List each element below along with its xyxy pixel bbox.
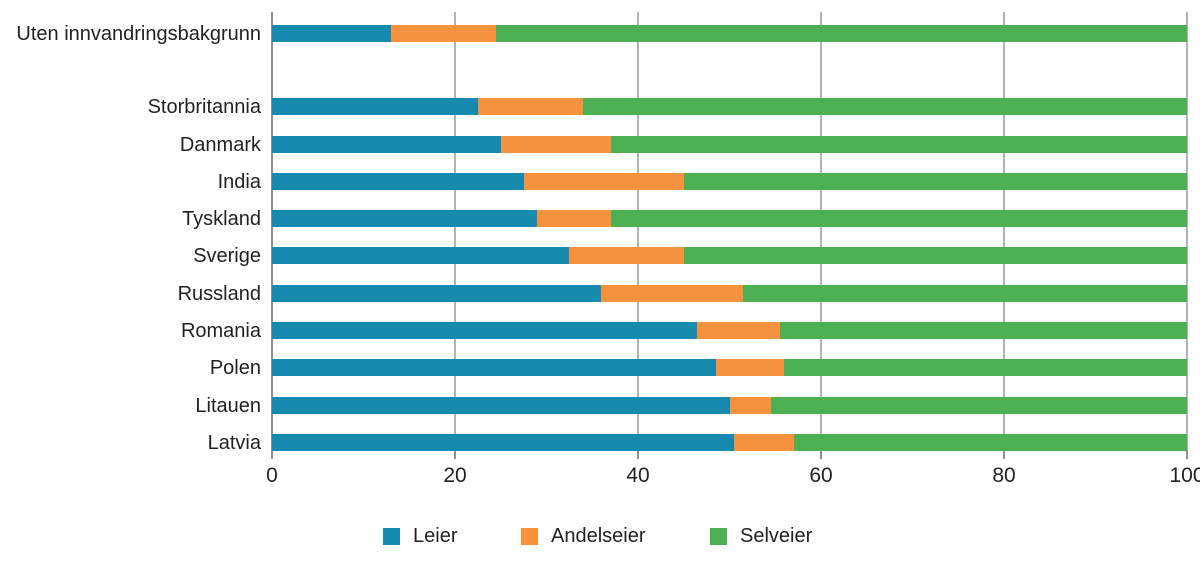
x-axis-tick-label: 40 — [626, 464, 650, 487]
bar-segment-leier — [272, 135, 501, 153]
category-label: Tyskland — [182, 208, 261, 231]
bar-segment-selveier — [583, 98, 1187, 116]
bar-segment-andelseier — [697, 322, 780, 339]
legend-swatch-selveier — [710, 527, 727, 545]
category-label: Romania — [180, 320, 261, 342]
legend-item-leier: Leier — [383, 524, 457, 548]
bar-segment-andelseier — [734, 433, 794, 451]
category-label: India — [217, 170, 261, 193]
x-axis-tick-mark — [637, 450, 639, 459]
category-label: Storbritannia — [147, 96, 261, 119]
x-axis-tick-label: 0 — [266, 464, 278, 487]
category-label: Latvia — [207, 431, 261, 454]
x-axis-tick-label: 20 — [443, 464, 467, 487]
bar-segment-selveier — [779, 322, 1187, 339]
x-axis-tick-mark — [1186, 450, 1188, 459]
bar-segment-selveier — [743, 284, 1187, 302]
y-axis-line — [271, 12, 273, 450]
bar-segment-andelseier — [390, 25, 497, 42]
gridline — [637, 12, 639, 450]
bar-segment-andelseier — [715, 359, 785, 377]
x-axis-tick-mark — [820, 450, 822, 459]
bar-segment-leier — [272, 396, 730, 414]
bar-segment-selveier — [784, 359, 1187, 377]
gridline — [820, 12, 822, 450]
category-label: Polen — [209, 357, 261, 380]
bar-segment-selveier — [770, 396, 1187, 414]
x-axis-tick-label: 60 — [809, 464, 833, 487]
category-label: Sverige — [193, 245, 261, 268]
gridline — [454, 12, 456, 450]
bar-segment-andelseier — [569, 247, 684, 265]
bar-segment-leier — [272, 98, 478, 116]
legend-item-andelseier: Andelseier — [521, 524, 646, 548]
bar-segment-selveier — [610, 210, 1187, 228]
bar-segment-selveier — [610, 135, 1187, 153]
legend: Leier Andelseier Selveier — [0, 524, 1200, 548]
legend-swatch-andelseier — [521, 527, 538, 545]
bar-segment-leier — [272, 172, 524, 190]
legend-swatch-leier — [383, 527, 400, 545]
x-axis-tick-mark — [271, 450, 273, 459]
bar-segment-andelseier — [477, 98, 584, 116]
bar-segment-leier — [272, 247, 570, 265]
legend-item-selveier: Selveier — [710, 524, 812, 548]
category-label: Uten innvandringsbakgrunn — [16, 23, 261, 45]
bar-segment-andelseier — [500, 135, 611, 153]
bar-segment-selveier — [683, 172, 1187, 190]
bar-segment-andelseier — [601, 284, 744, 302]
category-label: Litauen — [195, 394, 261, 417]
legend-label: Andelseier — [551, 524, 646, 547]
x-axis-tick-label: 80 — [992, 464, 1016, 487]
bar-segment-leier — [272, 210, 538, 228]
x-axis-tick-label: 100 — [1169, 464, 1200, 487]
bar-segment-selveier — [683, 247, 1187, 265]
legend-label: Leier — [413, 524, 458, 547]
x-axis-tick-mark — [1003, 450, 1005, 459]
category-label: Danmark — [179, 133, 261, 156]
bar-segment-leier — [272, 284, 602, 302]
legend-label: Selveier — [740, 524, 813, 547]
bar-segment-leier — [272, 433, 735, 451]
bar-segment-leier — [272, 25, 391, 42]
bar-segment-andelseier — [729, 396, 771, 414]
gridline — [1186, 12, 1188, 450]
bar-segment-leier — [272, 359, 716, 377]
bar-segment-andelseier — [537, 210, 611, 228]
gridline — [1003, 12, 1005, 450]
bar-segment-leier — [272, 322, 698, 339]
x-axis-tick-mark — [454, 450, 456, 459]
category-label: Russland — [177, 282, 261, 305]
bar-segment-selveier — [793, 433, 1187, 451]
bar-segment-selveier — [496, 25, 1187, 42]
bar-segment-andelseier — [523, 172, 684, 190]
